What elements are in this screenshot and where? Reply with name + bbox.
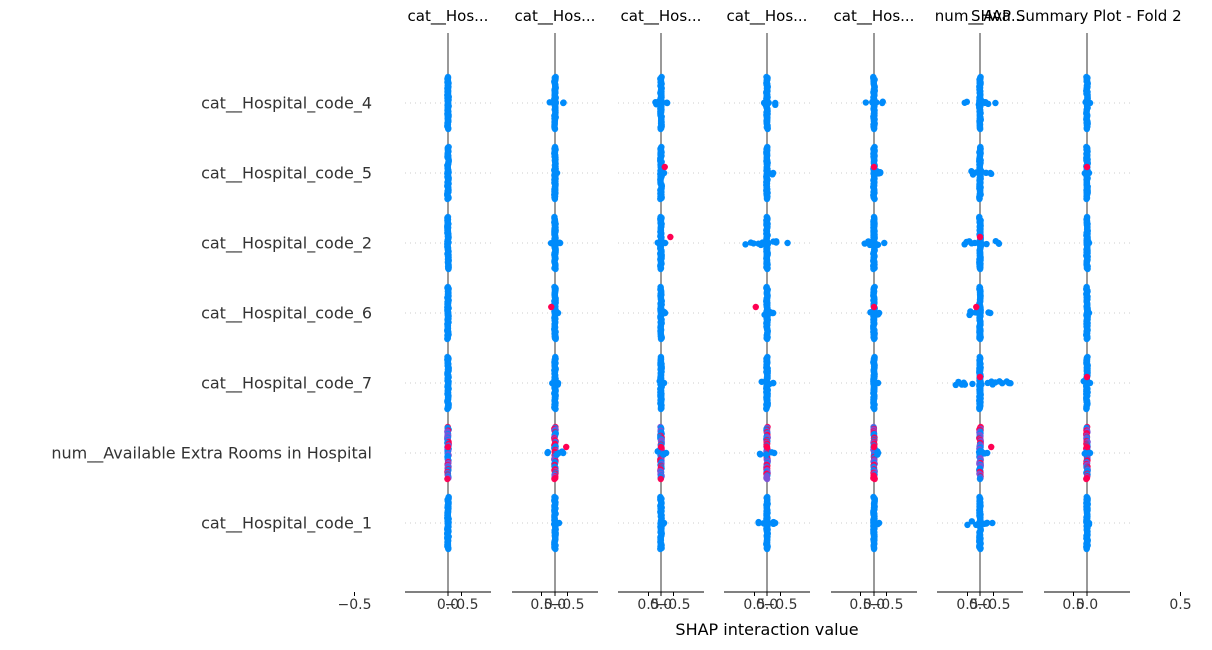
x-tick-label: −0.5 (763, 597, 798, 613)
x-tick-label: −0.5 (337, 597, 372, 613)
x-tick-label: −0.5 (444, 597, 479, 613)
x-tick-label: 0.0 (968, 597, 992, 613)
feature-label: cat__Hospital_code_4 (201, 93, 372, 113)
x-tick-label: −0.5 (869, 597, 904, 613)
x-tick-label: 0.5 (530, 597, 553, 613)
x-axis-label: SHAP interaction value (675, 620, 859, 639)
chart-title: SHAP Summary Plot - Fold 2 (971, 7, 1182, 25)
panel-title: cat__Hos... (514, 7, 596, 25)
x-tick-label: −0.5 (550, 597, 585, 613)
x-tick-label: 0.0 (649, 597, 673, 613)
feature-label: cat__Hospital_code_6 (201, 303, 372, 323)
x-tick-label: 0.5 (1062, 597, 1085, 613)
feature-label: cat__Hospital_code_7 (201, 373, 372, 393)
x-tick-label: 0.0 (543, 597, 567, 613)
panel-title: num__Ava... (934, 7, 1026, 25)
panel-title: cat__Hos... (620, 7, 702, 25)
feature-label: num__Available Extra Rooms in Hospital (51, 443, 372, 463)
panel-title: cat__Hos... (833, 7, 915, 25)
x-tick-label: 0.5 (1169, 597, 1192, 613)
panel-title: cat__Hos... (407, 7, 489, 25)
x-tick-label: 0.5 (849, 597, 872, 613)
x-tick-label: 0.5 (743, 597, 766, 613)
x-tick-label: 0.5 (637, 597, 660, 613)
x-tick-label: 0.0 (1075, 597, 1099, 613)
x-tick-label: 0.0 (755, 597, 779, 613)
feature-label: cat__Hospital_code_2 (201, 233, 372, 253)
panel-title: cat__Hos... (726, 7, 808, 25)
x-tick-label: 0.5 (956, 597, 979, 613)
feature-label: cat__Hospital_code_5 (201, 163, 372, 183)
x-tick-label: −0.5 (976, 597, 1011, 613)
x-tick-label: 0.0 (436, 597, 460, 613)
x-tick-label: 0.0 (862, 597, 886, 613)
feature-label: cat__Hospital_code_1 (201, 513, 372, 533)
x-tick-label: −0.5 (656, 597, 691, 613)
